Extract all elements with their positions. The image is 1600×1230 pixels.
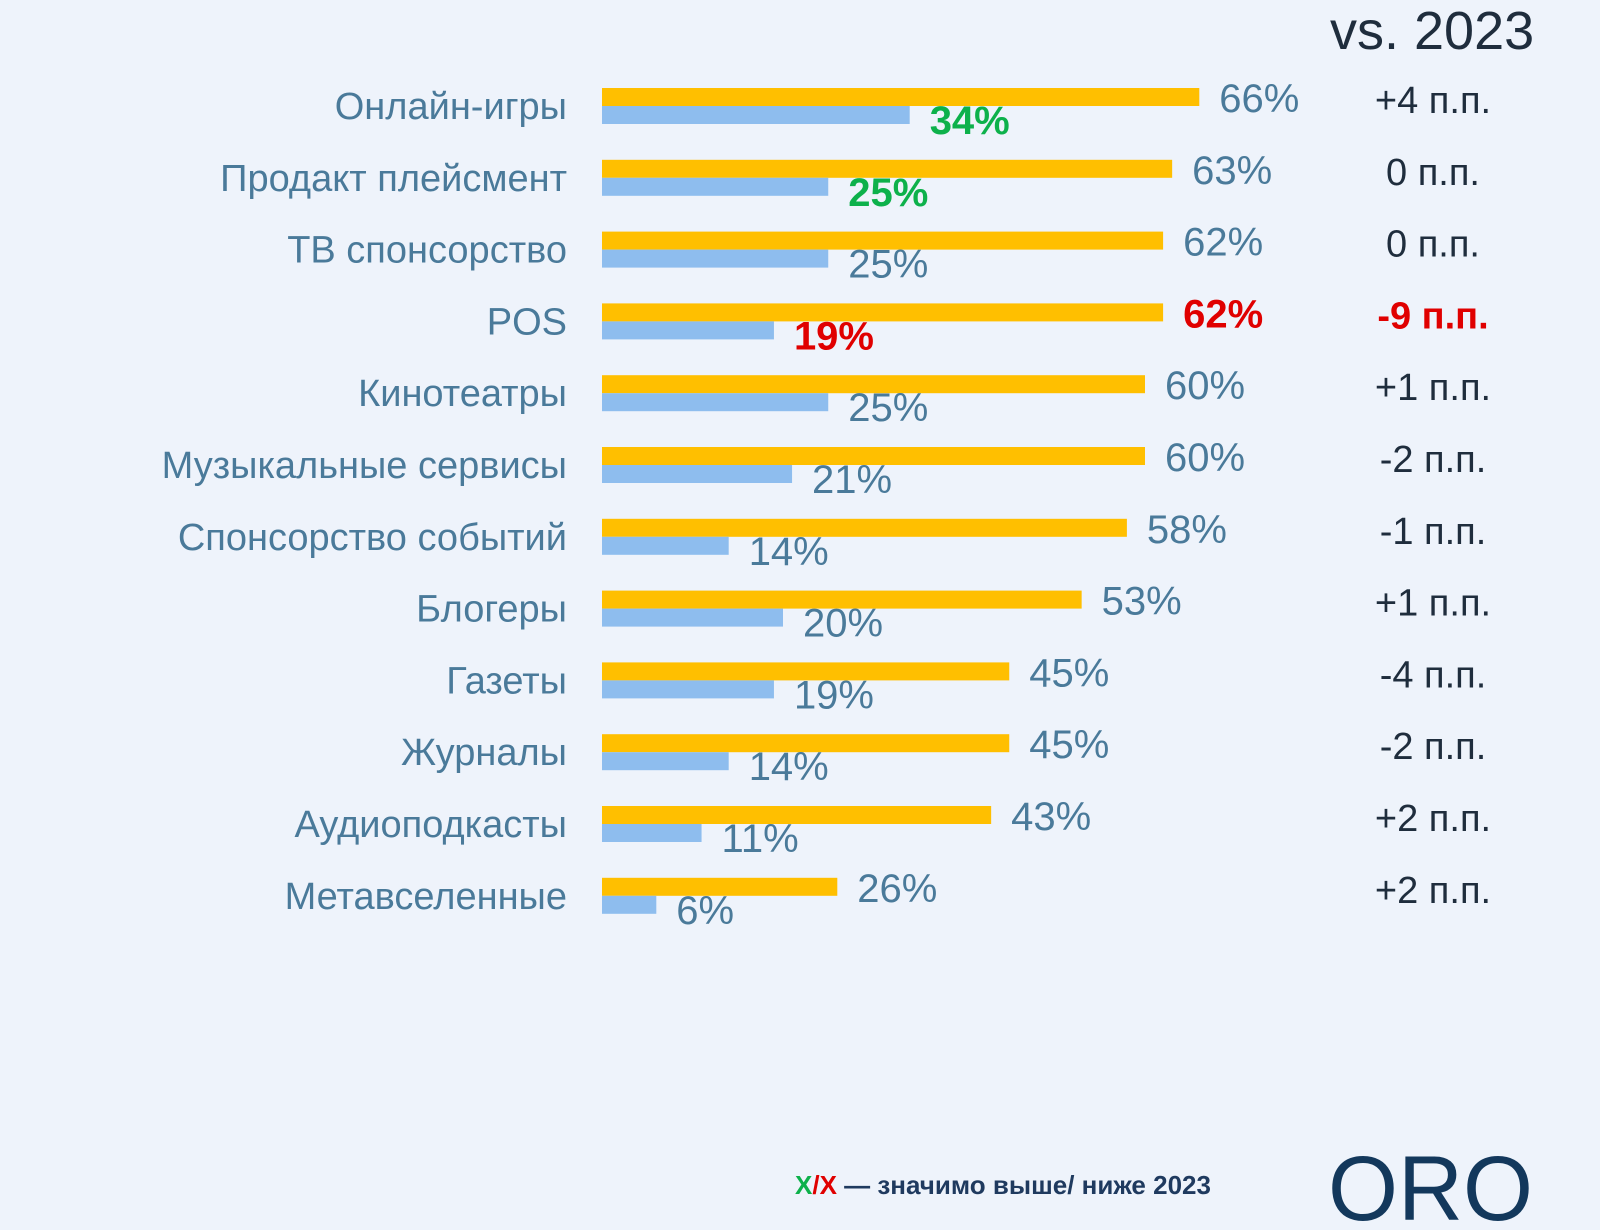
bar-series-2 bbox=[602, 608, 783, 627]
bar-series-1 bbox=[602, 375, 1145, 394]
bar-series-1 bbox=[602, 806, 992, 824]
change-vs-2023: -2 п.п. bbox=[1380, 439, 1487, 481]
data-label-series-2: 34% bbox=[930, 99, 1010, 143]
data-label-series-2: 20% bbox=[803, 602, 883, 646]
bar-series-2 bbox=[602, 465, 793, 483]
footnote-mark-down: Х bbox=[819, 1170, 837, 1200]
data-label-series-2: 25% bbox=[848, 386, 928, 430]
bar-series-2 bbox=[602, 106, 910, 124]
bar-series-1 bbox=[602, 303, 1164, 322]
logo-text: ORO bbox=[1328, 1148, 1533, 1228]
bar-series-2 bbox=[602, 680, 774, 699]
bar-series-2 bbox=[602, 321, 774, 340]
bar-series-1 bbox=[602, 877, 838, 896]
category-label: Спонсорство событий bbox=[178, 517, 567, 559]
change-vs-2023: +2 п.п. bbox=[1375, 870, 1491, 912]
data-label-series-2: 19% bbox=[794, 314, 874, 358]
change-vs-2023: 0 п.п. bbox=[1386, 224, 1480, 266]
data-label-series-1: 45% bbox=[1029, 723, 1109, 767]
data-label-series-1: 45% bbox=[1029, 651, 1109, 695]
data-label-series-1: 53% bbox=[1102, 580, 1182, 624]
change-vs-2023: +1 п.п. bbox=[1375, 367, 1491, 409]
bar-series-2 bbox=[602, 536, 729, 555]
bar-series-1 bbox=[602, 518, 1127, 537]
category-label: Кинотеатры bbox=[358, 373, 567, 415]
data-label-series-1: 43% bbox=[1011, 795, 1091, 839]
bar-series-2 bbox=[602, 177, 829, 196]
bar-series-1 bbox=[602, 590, 1082, 609]
category-label: Газеты bbox=[446, 660, 567, 702]
change-vs-2023: -2 п.п. bbox=[1380, 726, 1487, 768]
data-label-series-2: 14% bbox=[749, 530, 829, 574]
category-label: Продакт плейсмент bbox=[220, 158, 567, 200]
data-label-series-1: 26% bbox=[857, 867, 937, 911]
category-label: Метавселенные bbox=[285, 876, 567, 918]
change-vs-2023: +1 п.п. bbox=[1375, 583, 1491, 625]
data-label-series-1: 62% bbox=[1183, 221, 1263, 265]
bar-series-1 bbox=[602, 231, 1164, 250]
bar-series-2 bbox=[602, 895, 657, 914]
data-label-series-1: 60% bbox=[1165, 436, 1245, 480]
change-vs-2023: +2 п.п. bbox=[1375, 798, 1491, 840]
category-label: POS bbox=[487, 301, 567, 343]
data-label-series-2: 14% bbox=[749, 745, 829, 789]
category-label: Блогеры bbox=[416, 589, 567, 631]
footnote-slash: / bbox=[812, 1170, 820, 1200]
data-label-series-1: 63% bbox=[1192, 149, 1272, 193]
bar-series-1 bbox=[602, 159, 1173, 178]
data-label-series-2: 11% bbox=[722, 817, 799, 861]
data-label-series-1: 62% bbox=[1183, 292, 1263, 336]
bar-series-2 bbox=[602, 824, 702, 842]
bar-series-2 bbox=[602, 249, 829, 268]
bar-series-2 bbox=[602, 393, 829, 412]
change-vs-2023: 0 п.п. bbox=[1386, 152, 1480, 194]
data-label-series-2: 19% bbox=[794, 673, 874, 717]
change-vs-2023: -9 п.п. bbox=[1377, 295, 1488, 337]
data-label-series-2: 21% bbox=[812, 458, 892, 502]
vs-2023-header: vs. 2023 bbox=[1330, 1, 1535, 61]
data-label-series-2: 25% bbox=[848, 171, 928, 215]
data-label-series-2: 25% bbox=[848, 243, 928, 287]
change-vs-2023: -1 п.п. bbox=[1380, 511, 1487, 553]
oro-logo: ORO bbox=[1328, 1148, 1533, 1228]
data-label-series-1: 60% bbox=[1165, 364, 1245, 408]
bar-series-1 bbox=[602, 734, 1010, 753]
change-vs-2023: -4 п.п. bbox=[1380, 654, 1487, 696]
bar-series-2 bbox=[602, 752, 729, 771]
data-label-series-1: 66% bbox=[1219, 77, 1299, 121]
category-label: ТВ спонсорство bbox=[287, 230, 567, 272]
bar-series-1 bbox=[602, 662, 1010, 681]
category-label: Аудиоподкасты bbox=[294, 804, 567, 846]
category-label: Музыкальные сервисы bbox=[162, 445, 567, 487]
bar-series-1 bbox=[602, 88, 1200, 106]
significance-footnote: Х/Х — значимо выше/ ниже 2023 bbox=[795, 1170, 1211, 1201]
footnote-mark-up: Х bbox=[795, 1170, 813, 1200]
category-label: Журналы bbox=[401, 732, 567, 774]
bar-chart: Онлайн-игры 66% 34% +4 п.п. Продакт плейсмен… bbox=[162, 77, 1491, 933]
change-vs-2023: +4 п.п. bbox=[1375, 80, 1491, 122]
footnote-text: — значимо выше/ ниже 2023 bbox=[836, 1170, 1211, 1200]
data-label-series-2: 6% bbox=[676, 889, 734, 933]
data-label-series-1: 58% bbox=[1147, 508, 1227, 552]
category-label: Онлайн-игры bbox=[335, 86, 567, 128]
bar-series-1 bbox=[602, 447, 1145, 465]
